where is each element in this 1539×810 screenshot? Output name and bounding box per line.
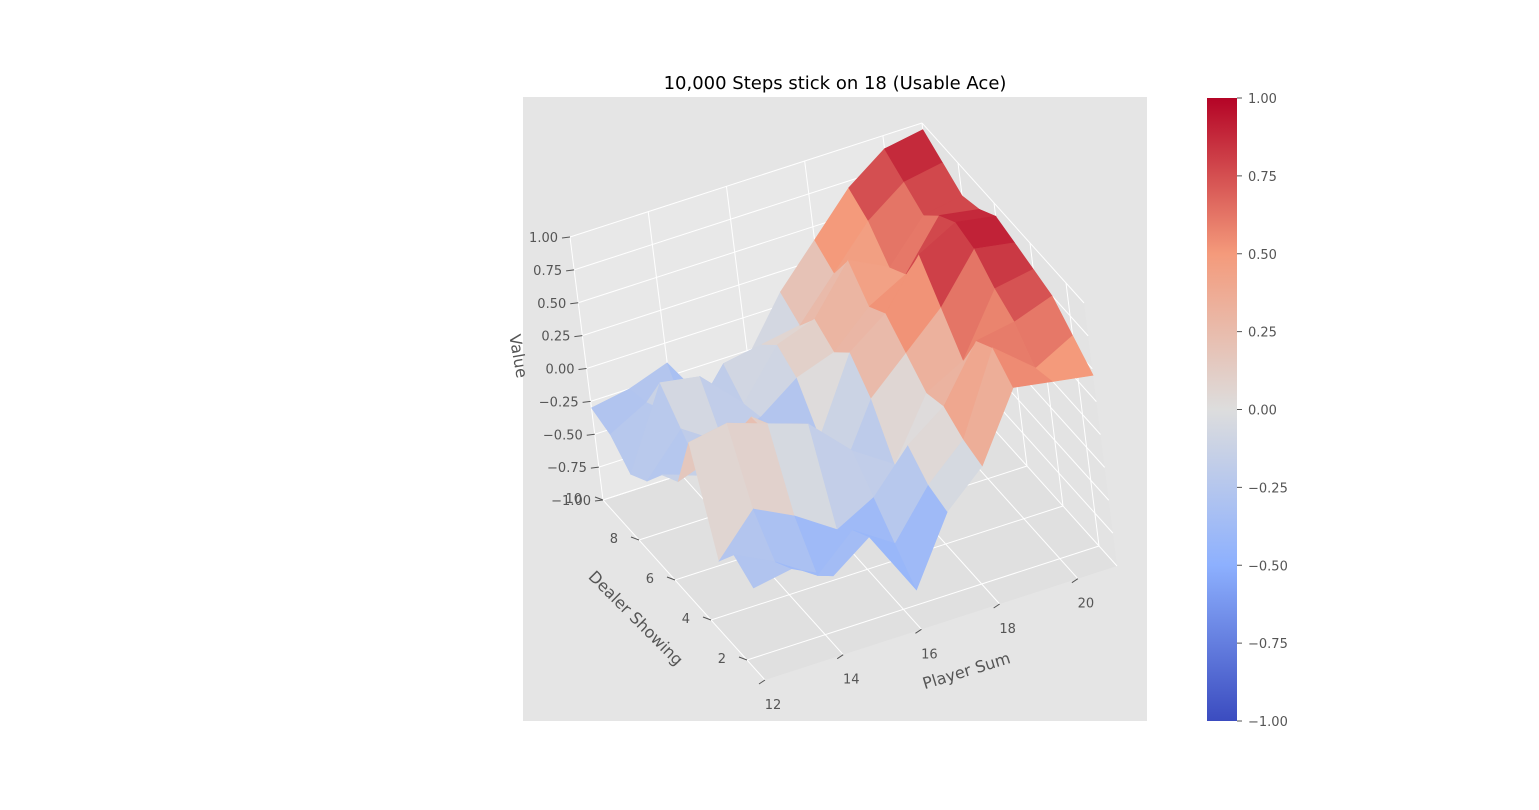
x-tick-mark — [836, 654, 844, 660]
surface-facet — [1035, 335, 1094, 382]
x-tick-label: 20 — [1078, 597, 1095, 612]
x-tick-mark — [915, 628, 922, 634]
colorbar-ticks: −1.00 −0.75 −0.50 −0.25 0.00 0.25 0.50 0.75 1.00 — [1237, 92, 1288, 730]
z-tick-mark — [561, 236, 571, 239]
x-tick-label: 14 — [843, 673, 860, 688]
surface — [591, 129, 1094, 591]
z-tick-mark — [582, 400, 591, 403]
gridline-y — [746, 545, 1100, 661]
x-tick-mark — [758, 679, 766, 685]
z-tick-mark — [566, 269, 575, 272]
x-tick-label: 12 — [765, 698, 782, 713]
z-tick-mark — [586, 433, 595, 436]
x-tick-mark — [993, 603, 1000, 609]
chart-title: 10,000 Steps stick on 18 (Usable Ace) — [664, 73, 1007, 94]
colorbar-tick-label: −0.25 — [1248, 481, 1288, 496]
z-tick-label: 0.50 — [537, 297, 566, 312]
z-tick-label: −1.00 — [551, 494, 591, 509]
y-tick-mark — [594, 496, 604, 501]
z-tick-label: −0.50 — [543, 428, 583, 443]
z-tick-mark — [578, 368, 587, 370]
y-tick-mark — [630, 536, 640, 541]
y-tick-mark — [738, 656, 748, 661]
z-tick-mark — [574, 335, 583, 338]
z-tick-mark — [570, 302, 579, 305]
x-tick-label: 16 — [921, 647, 938, 662]
colorbar — [1207, 98, 1237, 721]
z-tick-mark — [590, 466, 599, 469]
y-tick-mark — [702, 616, 712, 621]
colorbar-tick-label: −0.75 — [1248, 637, 1288, 652]
colorbar-tick-label: 1.00 — [1248, 92, 1277, 107]
y-tick-label: 4 — [682, 612, 690, 627]
z-tick-label: 0.00 — [546, 363, 575, 378]
y-tick-label: 10 — [565, 492, 582, 507]
y-tick-mark — [666, 576, 676, 581]
colorbar-tick-label: 0.25 — [1248, 326, 1277, 341]
gridline-z — [569, 122, 923, 238]
axis-ticks: 12 14 16 18 20 2 4 6 8 10−1.00 −0.75 −0.50 −0.25 0.00… — [529, 231, 1094, 713]
z-tick-label: 0.75 — [533, 264, 562, 279]
colorbar-tick-label: −1.00 — [1248, 715, 1288, 730]
colorbar-tick-label: −0.50 — [1248, 559, 1288, 574]
y-tick-label: 6 — [646, 572, 654, 587]
colorbar-tick-label: 0.50 — [1248, 248, 1277, 263]
y-tick-label: 2 — [718, 652, 726, 667]
gridline-y — [710, 505, 1064, 621]
y-tick-label: 8 — [610, 532, 618, 547]
z-tick-mark — [594, 499, 604, 502]
z-tick-label: 0.25 — [541, 330, 570, 345]
gridline-z — [921, 122, 1085, 304]
colorbar-tick-label: 0.75 — [1248, 170, 1277, 185]
colorbar-tick-label: 0.00 — [1248, 404, 1277, 419]
x-tick-label: 18 — [999, 622, 1016, 637]
z-tick-label: 1.00 — [529, 231, 558, 246]
z-tick-label: −0.75 — [547, 461, 587, 476]
x-tick-mark — [1071, 578, 1079, 584]
gridline-x — [602, 499, 766, 681]
z-tick-label: −0.25 — [539, 395, 579, 410]
